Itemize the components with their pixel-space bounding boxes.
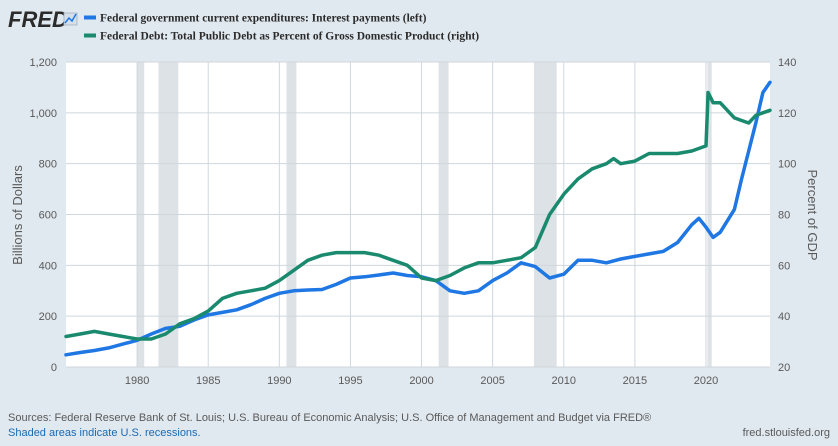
right-y-tick-label: 80 (778, 210, 790, 222)
right-y-tick-label: 120 (778, 108, 796, 120)
x-tick-label: 2015 (623, 375, 647, 387)
right-y-tick-label: 140 (778, 57, 796, 69)
right-y-tick-label: 40 (778, 311, 790, 323)
right-y-tick-label: 20 (778, 362, 790, 374)
left-y-tick-label: 0 (51, 362, 57, 374)
left-y-tick-label: 1,000 (29, 108, 57, 120)
x-tick-label: 1985 (196, 375, 220, 387)
right-y-tick-label: 100 (778, 159, 796, 171)
footer-recession-note[interactable]: Shaded areas indicate U.S. recessions. (8, 427, 201, 439)
x-tick-label: 2000 (409, 375, 433, 387)
left-y-tick-label: 1,200 (29, 57, 57, 69)
right-y-tick-label: 60 (778, 260, 790, 272)
series-lines (64, 80, 772, 357)
legend-label-left[interactable]: Federal government current expenditures:… (100, 13, 427, 25)
x-tick-label: 1980 (125, 375, 149, 387)
x-tick-label: 1990 (267, 375, 291, 387)
gridlines (66, 61, 770, 368)
x-tick-label: 1995 (338, 375, 362, 387)
fred-logo[interactable]: FRED (8, 7, 68, 32)
x-tick-label: 2020 (694, 375, 718, 387)
left-axis-title: Billions of Dollars (10, 165, 25, 265)
left-y-tick-label: 600 (39, 210, 57, 222)
left-y-tick-label: 400 (39, 260, 57, 272)
tick-labels: 0 200 400 600 800 1,000 1,200 20 40 60 80 100 120 140… (29, 57, 796, 387)
left-y-tick-label: 200 (39, 311, 57, 323)
right-axis-title: Percent of GDP (805, 169, 820, 260)
chart-logo-icon (63, 12, 78, 26)
footer-site[interactable]: fred.stlouisfed.org (743, 427, 830, 439)
legend-label-right[interactable]: Federal Debt: Total Public Debt as Perce… (100, 31, 479, 43)
left-y-tick-label: 800 (39, 159, 57, 171)
legend: Federal government current expenditures:… (84, 13, 479, 43)
debt-to-gdp-line (64, 90, 772, 341)
x-tick-label: 2005 (480, 375, 504, 387)
x-tick-label: 2010 (552, 375, 576, 387)
footer-sources: Sources: Federal Reserve Bank of St. Lou… (8, 412, 651, 424)
